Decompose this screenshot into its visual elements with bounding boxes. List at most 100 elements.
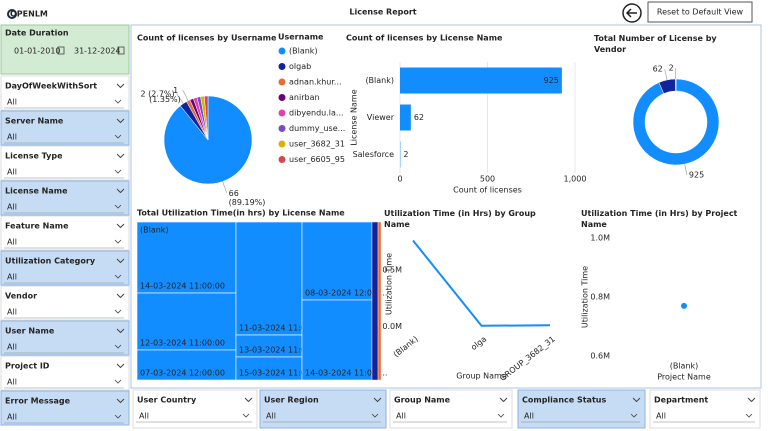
slicer-chevron (747, 397, 756, 403)
data-label: 925 (689, 170, 704, 179)
tile-label: 14-03-2024 11:00:00 (140, 282, 225, 291)
slicer-chevron (116, 153, 125, 159)
data-label: 62 (414, 113, 424, 122)
slicer-value: All (7, 273, 17, 282)
text-line: (1.35%) (149, 94, 181, 103)
slicer-chevron (116, 223, 125, 229)
slicer[interactable]: License Name All (0, 180, 130, 216)
slicer-dropdown-chevron (114, 379, 122, 384)
slicer-chevron (116, 363, 125, 369)
slicer-dropdown[interactable] (4, 271, 124, 283)
slicer-dropdown-chevron (745, 413, 753, 418)
slicer[interactable]: Compliance Status All (517, 389, 646, 429)
slicer-dropdown[interactable] (4, 306, 124, 318)
slicer-title: Feature Name (5, 222, 69, 231)
slicer[interactable]: Feature Name All (0, 215, 130, 251)
slicer[interactable]: Vendor All (0, 285, 130, 321)
slicer-value: All (7, 133, 17, 142)
slicer-dropdown[interactable] (521, 410, 640, 422)
back-button[interactable] (622, 3, 642, 23)
line (412, 239, 551, 327)
slicer-dropdown-chevron (114, 204, 122, 209)
tile-label: 08-03-2024 12:00:... (305, 289, 387, 298)
y-axis-label: Utilization Time (385, 253, 394, 315)
slicer[interactable]: License Type All (0, 145, 130, 181)
bar (400, 67, 562, 94)
slicer-dropdown[interactable] (393, 410, 507, 422)
x-tick-label: 0 (397, 175, 402, 184)
chart-title: Utilization Time (in Hrs) by Project Nam… (581, 209, 740, 229)
y-tick-label: Salesforce (353, 150, 395, 159)
calendar-icon (117, 46, 125, 55)
point (681, 302, 687, 309)
slicer[interactable]: Group Name All (389, 389, 513, 429)
treemap-tile (377, 221, 382, 381)
back-arrow[interactable] (625, 8, 637, 18)
legend-label: adnan.khur... (289, 78, 342, 87)
text-line: Total Number of License by (594, 34, 719, 43)
slicer-dropdown[interactable] (4, 376, 124, 388)
slicer-title: License Name (5, 187, 68, 196)
treemap-tile (371, 221, 379, 381)
slicer-chevron (244, 397, 253, 403)
date-filter-box (0, 24, 130, 75)
slicer-dropdown[interactable] (653, 410, 755, 422)
slicer-chevron (632, 397, 641, 403)
y-tick-label: 0.5M (382, 265, 402, 274)
slicer-title: User Country (137, 396, 197, 405)
slicer-dropdown[interactable] (4, 201, 124, 213)
slicer-dropdown[interactable] (4, 166, 124, 178)
bar (400, 104, 411, 131)
slicer[interactable]: Error Message All (0, 390, 130, 426)
slicer-title: DayOfWeekWithSort (5, 82, 97, 91)
slicer-dropdown[interactable] (4, 341, 124, 353)
slicer-dropdown[interactable] (263, 410, 381, 422)
slicer-dropdown-chevron (242, 413, 250, 418)
slicer-dropdown[interactable] (136, 410, 252, 422)
slicer[interactable]: Project ID All (0, 355, 130, 391)
slicer[interactable]: DayOfWeekWithSort All (0, 75, 130, 111)
legend-label: user_6605_95 (289, 155, 345, 164)
slicer-dropdown-chevron (114, 134, 122, 139)
slicer-dropdown[interactable] (4, 96, 124, 108)
slicer[interactable]: Department All (649, 389, 761, 429)
legend-label: dibyendu.la... (289, 109, 344, 118)
slicer-dropdown[interactable] (4, 236, 124, 248)
slicer[interactable]: Utilization Category All (0, 250, 130, 286)
slicer-dropdown[interactable] (4, 131, 124, 143)
slicer-value: All (7, 238, 17, 247)
slicer-chevron (116, 328, 125, 334)
slicer-chevron (116, 83, 125, 89)
slicer-value: All (7, 308, 17, 317)
group-label: (Blank) (140, 226, 169, 235)
leader-line (176, 93, 184, 104)
tile-label: 15-03-2024 11:00:... (239, 369, 321, 378)
reset-button-box[interactable] (647, 1, 753, 23)
slicer[interactable]: Server Name All (0, 110, 130, 146)
leader-line (684, 164, 688, 175)
slicer[interactable]: User Country All (132, 389, 258, 429)
data-label: 1 (1.35%) (149, 85, 181, 103)
slicer-dropdown-chevron (114, 274, 122, 279)
legend-swatch (278, 78, 286, 86)
slicer-dropdown[interactable] (4, 411, 124, 423)
slicer-dropdown-chevron (114, 99, 122, 104)
reset-button[interactable]: Reset to Default View (647, 1, 753, 23)
report-title: License Report (349, 8, 416, 17)
chart-title: Count of licenses by License Name (346, 34, 503, 43)
treemap-tile (136, 221, 237, 294)
slicer-title: Project ID (5, 362, 50, 371)
legend-swatch (278, 125, 286, 132)
slicer[interactable]: User Region All (259, 389, 387, 429)
slicer-value: All (266, 412, 276, 421)
date-filter-title: Date Duration (5, 29, 69, 38)
treemap-tile (136, 292, 237, 351)
leader-line (182, 89, 189, 101)
y-tick-label: (Blank) (365, 76, 394, 85)
reset-button-label: Reset to Default View (657, 8, 744, 17)
legend-swatch (278, 156, 286, 163)
slicer[interactable]: User Name All (0, 320, 130, 356)
legend-label: (Blank) (289, 47, 318, 56)
x-axis-label: Group Name (456, 372, 507, 381)
